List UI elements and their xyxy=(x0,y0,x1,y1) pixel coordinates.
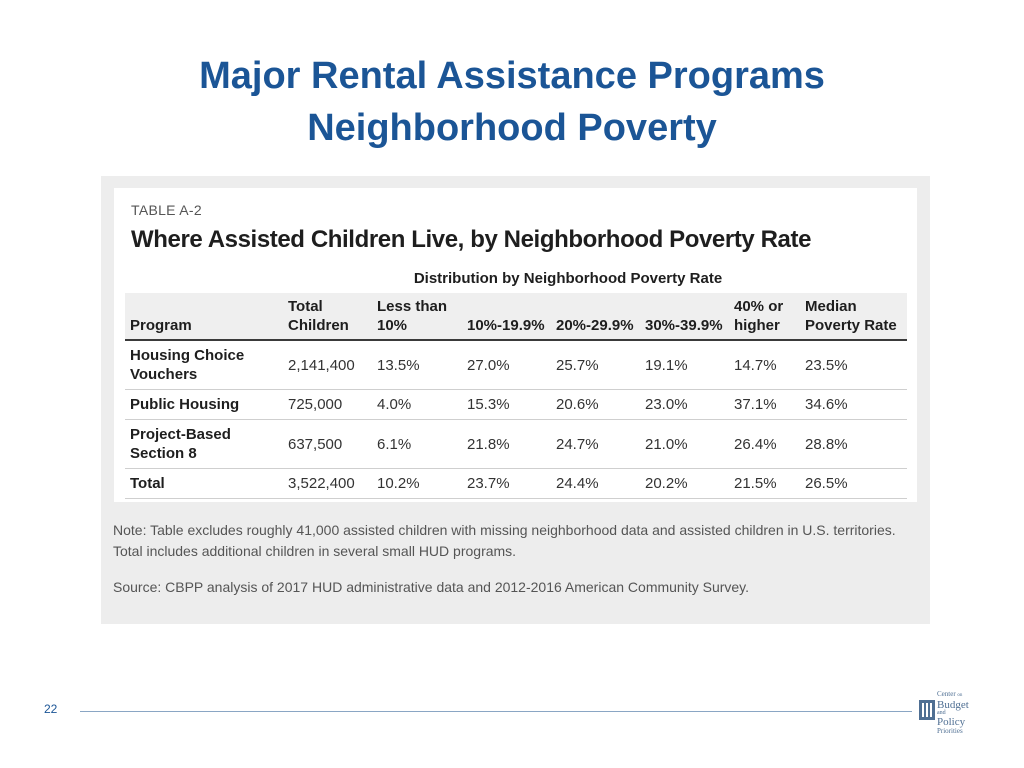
table-cell: 23.0% xyxy=(640,389,729,420)
table-note: Note: Table excludes roughly 41,000 assi… xyxy=(113,522,896,559)
table-cell: 26.5% xyxy=(800,468,907,499)
row-program-text: Housing Choice Vouchers xyxy=(130,347,245,383)
cbpp-logo: Center on Budget and Policy Priorities xyxy=(919,690,999,735)
table-panel: TABLE A-2 Where Assisted Children Live, … xyxy=(101,176,930,624)
table-cell: 3,522,400 xyxy=(283,468,372,499)
column-header: 40% or higher xyxy=(729,293,800,341)
table-row-total: Total 3,522,400 10.2% 23.7% 24.4% 20.2% … xyxy=(125,468,907,499)
logo-line-2: Budget xyxy=(937,699,969,711)
table-cell: 24.7% xyxy=(551,419,640,469)
table-cell: 637,500 xyxy=(283,419,372,469)
column-header: Median Poverty Rate xyxy=(800,293,907,341)
table-cell: 19.1% xyxy=(640,340,729,390)
page-number: 22 xyxy=(44,702,58,716)
column-header: 30%-39.9% xyxy=(640,293,729,341)
table-row: Project-Based Section 8 637,500 6.1% 21.… xyxy=(125,419,907,469)
logo-line-5: Priorities xyxy=(937,727,963,735)
row-program: Public Housing xyxy=(125,389,283,420)
table-cell: 15.3% xyxy=(462,389,551,420)
logo-line-4: Policy xyxy=(937,716,966,728)
table-cell: 23.5% xyxy=(800,340,907,390)
logo-word-center: Center xyxy=(937,690,956,698)
logo-line-1: Center on xyxy=(937,690,969,700)
table-cell: 34.6% xyxy=(800,389,907,420)
table-row: Public Housing 725,000 4.0% 15.3% 20.6% … xyxy=(125,389,907,420)
slide-title: Major Rental Assistance Programs Neighbo… xyxy=(0,50,1024,154)
table-cell: 14.7% xyxy=(729,340,800,390)
table-cell: 28.8% xyxy=(800,419,907,469)
table-cell: 37.1% xyxy=(729,389,800,420)
table-cell: 21.8% xyxy=(462,419,551,469)
table-cell: 24.4% xyxy=(551,468,640,499)
table-card: TABLE A-2 Where Assisted Children Live, … xyxy=(114,188,917,502)
column-header: 10%-19.9% xyxy=(462,293,551,341)
table-cell: 2,141,400 xyxy=(283,340,372,390)
column-header-text: 40% or higher xyxy=(734,298,784,334)
table-cell: 6.1% xyxy=(372,419,462,469)
table-source: Source: CBPP analysis of 2017 HUD admini… xyxy=(113,579,750,595)
table-label: TABLE A-2 xyxy=(131,202,202,218)
poverty-rate-table: Program Total Children Less than 10% 10%… xyxy=(125,293,907,499)
table-cell: 27.0% xyxy=(462,340,551,390)
row-program-text: Project-Based Section 8 xyxy=(130,426,231,462)
distribution-header: Distribution by Neighborhood Poverty Rat… xyxy=(413,270,723,287)
table-cell: 23.7% xyxy=(462,468,551,499)
table-cell: 725,000 xyxy=(283,389,372,420)
table-cell: 20.6% xyxy=(551,389,640,420)
table-cell: 13.5% xyxy=(372,340,462,390)
row-program: Project-Based Section 8 xyxy=(125,419,283,469)
column-header-text: Less than 10% xyxy=(377,298,448,334)
table-cell: 25.7% xyxy=(551,340,640,390)
table-header-row: Program Total Children Less than 10% 10%… xyxy=(125,293,907,341)
logo-text: Center on Budget and Policy Priorities xyxy=(937,690,969,735)
column-header-text: Median Poverty Rate xyxy=(805,298,897,334)
logo-word-on: on xyxy=(957,693,963,698)
column-header: Less than 10% xyxy=(372,293,462,341)
row-program: Housing Choice Vouchers xyxy=(125,340,283,390)
table-cell: 21.0% xyxy=(640,419,729,469)
footer-divider xyxy=(80,711,912,712)
column-header: Program xyxy=(125,293,283,341)
column-header-text: Total Children xyxy=(288,298,349,334)
row-program: Total xyxy=(125,468,283,499)
slide-title-line-2: Neighborhood Poverty xyxy=(307,107,717,149)
table-cell: 4.0% xyxy=(372,389,462,420)
logo-line-3: and xyxy=(937,710,946,716)
table-cell: 21.5% xyxy=(729,468,800,499)
column-header: Total Children xyxy=(283,293,372,341)
table-cell: 26.4% xyxy=(729,419,800,469)
table-row: Housing Choice Vouchers 2,141,400 13.5% … xyxy=(125,340,907,390)
table-cell: 10.2% xyxy=(372,468,462,499)
column-header: 20%-29.9% xyxy=(551,293,640,341)
building-icon xyxy=(919,700,935,720)
table-title: Where Assisted Children Live, by Neighbo… xyxy=(131,226,812,253)
slide-title-line-1: Major Rental Assistance Programs xyxy=(199,55,825,97)
table-cell: 20.2% xyxy=(640,468,729,499)
